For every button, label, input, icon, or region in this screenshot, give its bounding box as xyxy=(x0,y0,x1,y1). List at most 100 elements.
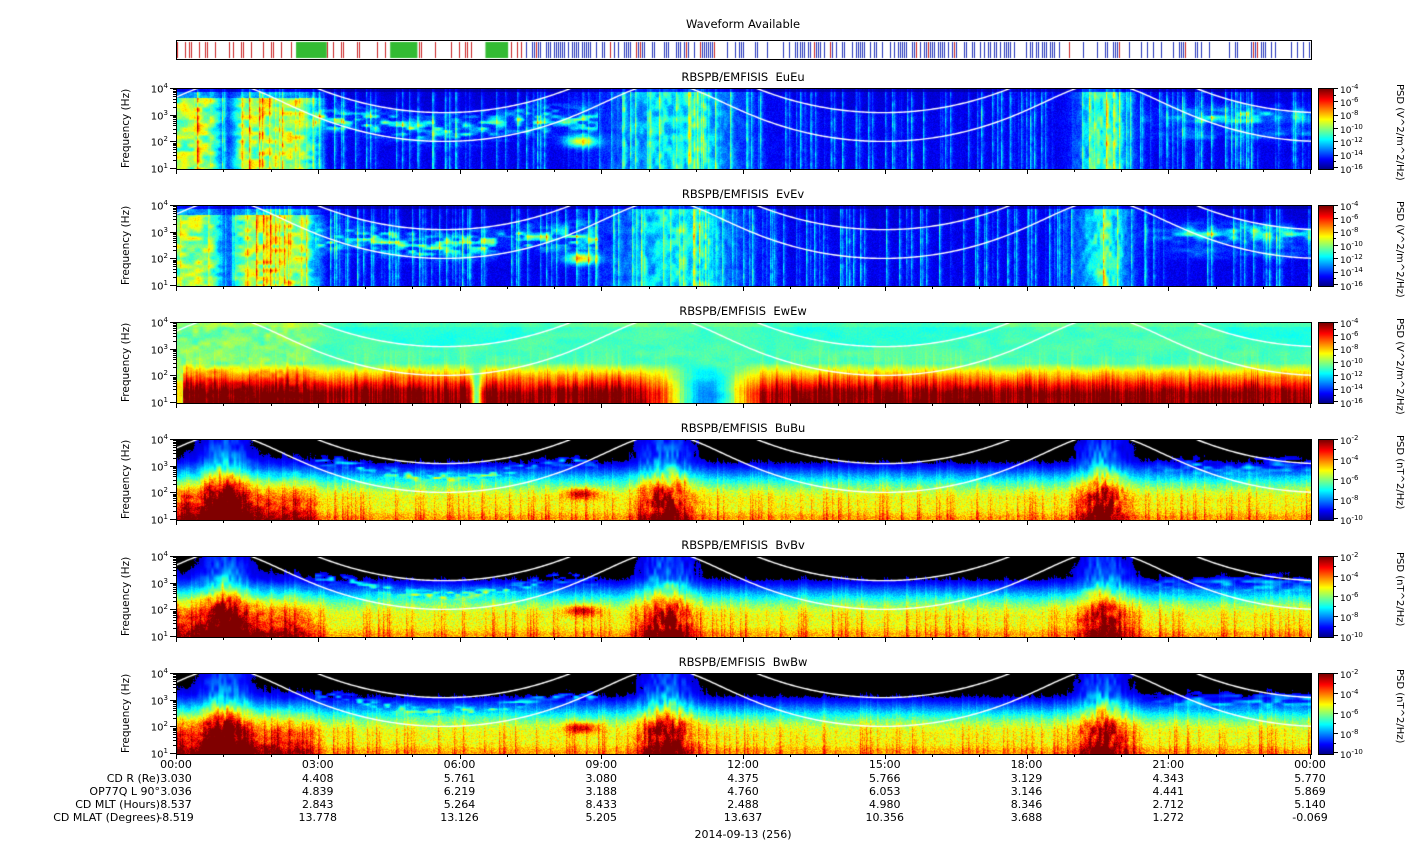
y-tick-mark xyxy=(170,582,176,584)
y-minor-tick-mark xyxy=(173,207,176,209)
colorbar-tick-mark xyxy=(1334,101,1338,103)
colorbar-tick-label: 10-14 xyxy=(1340,383,1363,397)
y-tick-mark xyxy=(170,205,176,206)
y-minor-tick-mark xyxy=(173,457,176,459)
y-minor-tick-mark xyxy=(173,703,176,705)
x-tick-mark xyxy=(412,754,414,757)
colorbar-tick-label: 10-2 xyxy=(1340,550,1359,564)
y-minor-tick-mark xyxy=(173,727,176,729)
ephemeris-value: 2.843 xyxy=(302,798,334,811)
x-tick-mark xyxy=(1262,637,1264,640)
y-minor-tick-mark xyxy=(173,586,176,588)
x-tick-mark xyxy=(317,286,319,291)
x-tick-mark xyxy=(1073,637,1075,640)
ephemeris-value: 4.839 xyxy=(302,785,334,798)
colorbar-tick-mark xyxy=(1334,439,1338,440)
y-minor-tick-mark xyxy=(173,147,176,149)
x-tick-mark xyxy=(979,169,981,172)
y-minor-tick-mark xyxy=(173,473,176,475)
spectrogram-bwbw xyxy=(176,673,1312,755)
y-axis-label-bvbv: Frequency (Hz) xyxy=(120,556,132,636)
x-tick-mark xyxy=(790,169,792,172)
y-tick-label: 102 xyxy=(150,135,168,149)
y-minor-tick-mark xyxy=(173,96,176,98)
ephemeris-value: 5.140 xyxy=(1294,798,1326,811)
y-minor-tick-mark xyxy=(173,678,176,680)
x-tick-mark xyxy=(554,754,555,757)
y-minor-tick-mark xyxy=(173,125,176,127)
y-minor-tick-mark xyxy=(173,734,176,736)
y-minor-tick-mark xyxy=(173,596,176,598)
x-tick-mark xyxy=(1121,754,1122,757)
x-tick-mark xyxy=(932,520,933,523)
x-tick-mark xyxy=(1168,754,1170,759)
y-minor-tick-mark xyxy=(173,440,176,442)
ephemeris-value: 5.205 xyxy=(585,811,618,824)
colorbar-minor-tick-mark xyxy=(1334,238,1336,240)
x-tick-mark xyxy=(1310,520,1311,525)
colorbar-tick-mark xyxy=(1334,459,1338,460)
y-tick-label: 103 xyxy=(150,576,168,590)
x-tick-mark xyxy=(317,754,319,759)
x-tick-mark xyxy=(506,169,508,172)
x-tick-mark xyxy=(648,754,650,757)
x-tick-mark xyxy=(270,637,272,640)
x-tick-mark xyxy=(176,169,177,174)
x-tick-mark xyxy=(459,637,461,642)
y-tick-mark xyxy=(170,492,176,494)
colorbar-tick-mark xyxy=(1334,616,1338,617)
colorbar-minor-tick-mark xyxy=(1334,566,1336,567)
y-minor-tick-mark xyxy=(173,601,176,603)
x-tick-mark xyxy=(932,286,933,289)
y-tick-label: 103 xyxy=(150,225,168,239)
y-minor-tick-mark xyxy=(173,613,176,615)
ephemeris-value: 5.766 xyxy=(869,772,901,785)
y-tick-label: 101 xyxy=(150,162,168,176)
y-tick-label: 104 xyxy=(150,316,168,330)
x-tick-mark xyxy=(365,520,366,523)
ephemeris-value: 8.346 xyxy=(1010,798,1043,811)
colorbar-tick-label: 10-12 xyxy=(1340,135,1363,149)
y-minor-tick-mark xyxy=(173,232,176,234)
x-tick-mark xyxy=(459,169,461,174)
ephemeris-value: 2.712 xyxy=(1152,798,1185,811)
ephemeris-value: 5.770 xyxy=(1294,772,1326,785)
x-tick-mark xyxy=(790,637,792,640)
y-tick-label: 102 xyxy=(150,720,168,734)
colorbar-minor-tick-mark xyxy=(1334,148,1336,149)
y-tick-label: 103 xyxy=(150,108,168,122)
colorbar-tick-mark xyxy=(1334,284,1338,285)
y-minor-tick-mark xyxy=(173,611,176,613)
y-minor-tick-mark xyxy=(173,262,176,264)
x-tick-mark xyxy=(743,637,744,642)
y-axis-label-ewew: Frequency (Hz) xyxy=(120,322,132,402)
colorbar-tick-label: 10-16 xyxy=(1340,396,1363,410)
ephemeris-value: 5.264 xyxy=(443,798,476,811)
x-tick-mark xyxy=(1215,169,1217,172)
y-minor-tick-mark xyxy=(173,245,176,247)
y-minor-tick-mark xyxy=(173,718,176,720)
y-axis-label-evev: Frequency (Hz) xyxy=(120,205,132,285)
y-minor-tick-mark xyxy=(173,268,176,270)
colorbar-tick-label: 10-4 xyxy=(1340,316,1359,330)
x-tick-mark xyxy=(1121,403,1122,406)
y-minor-tick-mark xyxy=(173,239,176,241)
spectrogram-eueu xyxy=(176,88,1312,170)
x-tick-mark xyxy=(176,520,177,525)
y-minor-tick-mark xyxy=(173,330,176,332)
y-minor-tick-mark xyxy=(173,730,176,732)
x-tick-mark xyxy=(1310,637,1311,642)
y-tick-mark xyxy=(170,519,176,520)
colorbar-tick-mark xyxy=(1334,141,1338,143)
y-minor-tick-mark xyxy=(173,237,176,239)
ephemeris-value: 3.129 xyxy=(1010,772,1043,785)
x-tick-mark xyxy=(648,520,650,523)
colorbar-minor-tick-mark xyxy=(1334,368,1336,370)
ephemeris-value: 4.375 xyxy=(727,772,759,785)
y-tick-mark xyxy=(170,753,176,754)
y-tick-mark xyxy=(170,285,176,286)
colorbar-tick-mark xyxy=(1334,479,1338,480)
y-tick-label: 104 xyxy=(150,82,168,96)
colorbar-label-bubu: PSD (nT^2/Hz) xyxy=(1394,435,1405,510)
colorbar-tick-mark xyxy=(1334,205,1338,206)
